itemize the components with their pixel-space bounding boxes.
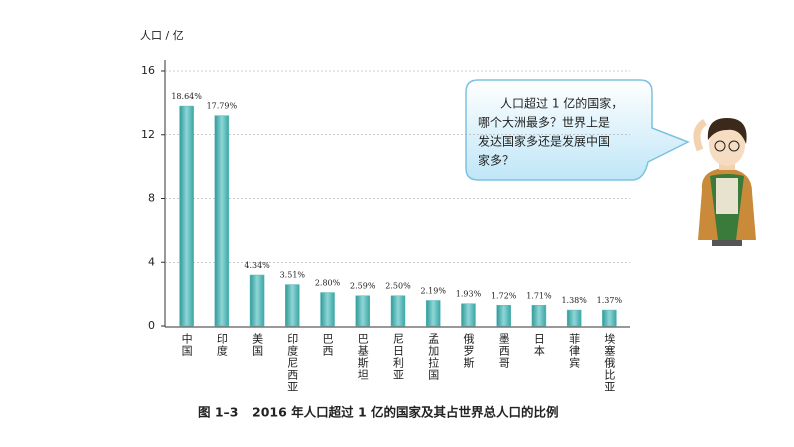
x-tick-label: 印度尼西亚 [286,333,299,393]
bar [214,115,230,327]
share-label: 2.19% [421,287,447,296]
x-tick-label: 墨西哥 [497,333,510,369]
bar [249,274,265,327]
speech-bubble [465,79,690,181]
x-tick-label: 印度 [215,333,228,357]
bar [285,284,300,327]
x-tick-label: 俄罗斯 [462,333,475,369]
bar [531,305,547,327]
share-label: 2.80% [315,279,341,288]
x-tick-label: 巴基斯坦 [356,333,369,381]
caption: 2016 年人口超过 1 亿的国家及其占世界总人口的比例 [252,405,559,420]
y-tick-label: 0 [148,319,155,332]
share-label: 1.71% [526,291,552,300]
share-label: 2.59% [350,282,376,291]
share-label: 17.79% [207,102,238,111]
share-label: 1.72% [491,291,517,300]
share-label: 4.34% [244,261,270,270]
bar [602,309,617,327]
share-label: 1.38% [561,296,587,305]
bar [179,105,194,327]
bar [425,300,441,327]
x-tick-label: 尼日利亚 [392,333,405,381]
caption-number: 图 1–3 [198,405,239,420]
y-tick-label: 4 [148,255,155,268]
share-label: 3.51% [280,271,306,280]
y-tick-label: 16 [141,64,155,77]
share-label: 1.37% [597,296,623,305]
x-tick-label: 美国 [251,333,264,357]
y-tick-label: 12 [141,128,155,141]
x-tick-label: 日本 [532,333,545,357]
share-label: 1.93% [456,290,482,299]
bar [566,309,582,327]
bubble-line: 哪个大洲最多？世界上是 [478,116,610,130]
bubble-line: 发达国家多还是发展中国 [478,134,610,149]
bar [461,303,476,327]
share-label: 2.50% [385,282,411,291]
x-tick-label: 巴西 [321,333,334,357]
y-axis-label: 人口 / 亿 [140,29,184,42]
bar [496,305,511,327]
x-tick-label: 孟加拉国 [427,333,440,381]
bar [390,295,406,327]
bubble-line: 人口超过 1 亿的国家， [500,96,623,111]
bubble-line: 家多？ [478,153,514,168]
x-tick-label: 中国 [180,333,193,357]
bar [355,295,371,327]
character [693,118,756,246]
bar [320,292,335,327]
y-tick-label: 8 [148,192,155,205]
x-tick-label: 埃塞俄比亚 [603,332,616,393]
x-tick-label: 菲律宾 [568,333,581,369]
share-label: 18.64% [171,92,202,101]
